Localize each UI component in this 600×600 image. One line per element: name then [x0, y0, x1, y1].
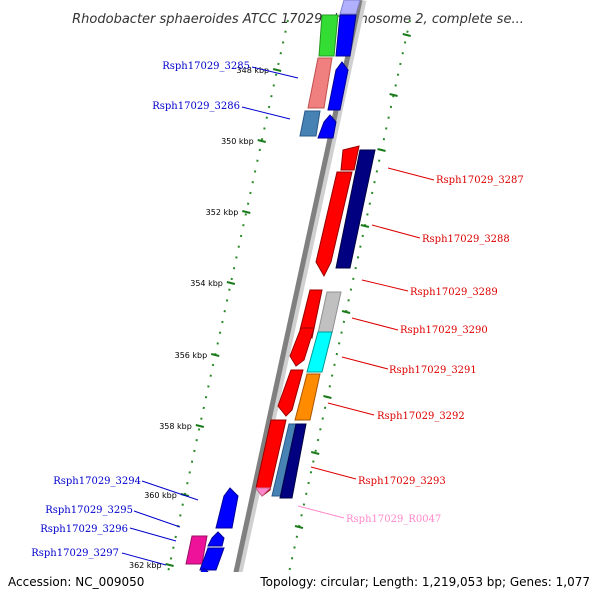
forward-gene-labels: Rsph17029_3285 Rsph17029_3286 Rsph17029_…: [31, 61, 250, 559]
gene-label-rsph17029-3287[interactable]: Rsph17029_3287: [436, 175, 524, 186]
gene-label-rsph17029-3291[interactable]: Rsph17029_3291: [389, 365, 477, 376]
gene-feature-rsph17029-3291[interactable]: [306, 331, 333, 373]
gene-label-rsph17029-3294[interactable]: Rsph17029_3294: [53, 476, 141, 487]
kbp-tick-mark: [195, 424, 205, 428]
outer-tick-mark: [360, 224, 370, 228]
gene-label-rsph17029-3292[interactable]: Rsph17029_3292: [377, 411, 465, 422]
outer-tick-mark: [310, 451, 320, 455]
gene-feature-blue-top[interactable]: [335, 14, 357, 57]
gene-label-rsph17029-3285[interactable]: Rsph17029_3285: [162, 61, 250, 72]
kbp-tick-label: 350 kbp: [221, 137, 254, 146]
kbp-tick-label: 358 kbp: [159, 422, 192, 431]
kbp-tick-label: 348 kbp: [237, 66, 270, 75]
kbp-ticks: 348 kbp 350 kbp 352 kbp 354 kbp 356 kbp 358 k…: [129, 33, 411, 570]
gene-feature-rsph17029-3293-red[interactable]: [255, 419, 287, 497]
kbp-tick-label: 356 kbp: [175, 351, 208, 360]
gene-feature-rsph17029-3292[interactable]: [294, 373, 321, 421]
outer-tick-mark: [323, 395, 332, 399]
gene-feature-rsph17029-3285[interactable]: [327, 61, 349, 111]
gene-feature-rsph17029-3290[interactable]: [317, 291, 342, 334]
gene-feature-rsph17029-3295[interactable]: [207, 531, 225, 547]
outer-tick-mark: [402, 33, 411, 37]
outer-tick-mark: [294, 525, 304, 529]
kbp-tick-mark: [226, 281, 236, 285]
kbp-tick-mark: [210, 353, 220, 357]
gene-feature-green[interactable]: [318, 14, 339, 57]
gene-feature-rsph17029-3289[interactable]: [299, 289, 323, 339]
gene-label-rsph17029-3289[interactable]: Rsph17029_3289: [410, 287, 498, 298]
gene-label-rsph17029-3288[interactable]: Rsph17029_3288: [422, 234, 510, 245]
gene-feature-rsph17029-r0047[interactable]: [255, 487, 272, 497]
gene-feature-rsph17029-3292-red[interactable]: [277, 369, 304, 417]
gene-label-rsph17029-r0047[interactable]: Rsph17029_R0047: [346, 514, 441, 525]
gene-label-rsph17029-3293[interactable]: Rsph17029_3293: [358, 476, 446, 487]
outer-tick-mark: [341, 310, 351, 314]
footer-background: [0, 572, 600, 600]
kbp-tick-label: 360 kbp: [144, 491, 177, 500]
gene-feature-rsph17029-3286[interactable]: [317, 114, 337, 139]
kbp-tick-label: 354 kbp: [190, 279, 223, 288]
map-title: Rhodobacter sphaeroides ATCC 17029 chrom…: [72, 12, 524, 27]
outer-tick-mark: [389, 93, 398, 97]
outer-tick-mark: [377, 148, 386, 152]
gene-feature-rsph17029-3293[interactable]: [279, 423, 307, 499]
gene-label-rsph17029-3290[interactable]: Rsph17029_3290: [400, 325, 488, 336]
outer-dotted-guide: [282, 19, 411, 600]
gene-feature-rsph17029-3287[interactable]: [340, 145, 360, 171]
gene-feature-rsph17029-3291-red[interactable]: [289, 327, 315, 367]
gene-label-rsph17029-3296[interactable]: Rsph17029_3296: [40, 524, 128, 535]
accession-text: Accession: NC_009050: [8, 575, 144, 589]
label-leaders: [121, 66, 435, 566]
kbp-tick-label: 362 kbp: [129, 561, 162, 570]
kbp-tick-label: 352 kbp: [206, 208, 239, 217]
genome-summary-text: Topology: circular; Length: 1,219,053 bp…: [259, 575, 590, 589]
gene-feature-light-top[interactable]: [339, 0, 361, 15]
kbp-tick-mark: [242, 210, 251, 214]
gene-feature-rsph17029-3288-red[interactable]: [315, 171, 353, 278]
gene-label-rsph17029-3297[interactable]: Rsph17029_3297: [31, 548, 119, 559]
gene-label-rsph17029-3295[interactable]: Rsph17029_3295: [45, 505, 133, 516]
kbp-tick-mark: [165, 563, 174, 567]
reverse-gene-labels: Rsph17029_3287 Rsph17029_3288 Rsph17029_…: [346, 175, 524, 525]
gene-label-rsph17029-3286[interactable]: Rsph17029_3286: [152, 101, 240, 112]
kbp-tick-mark: [272, 68, 282, 72]
gene-feature-steelblue-3286[interactable]: [299, 110, 321, 137]
gene-feature-rsph17029-3285-partner[interactable]: [307, 57, 333, 109]
gene-feature-rsph17029-3288[interactable]: [335, 149, 376, 269]
gene-feature-rsph17029-3294[interactable]: [215, 487, 239, 529]
gene-feature-rsph17029-3296-blue[interactable]: [199, 547, 225, 571]
kbp-tick-mark: [257, 139, 266, 143]
